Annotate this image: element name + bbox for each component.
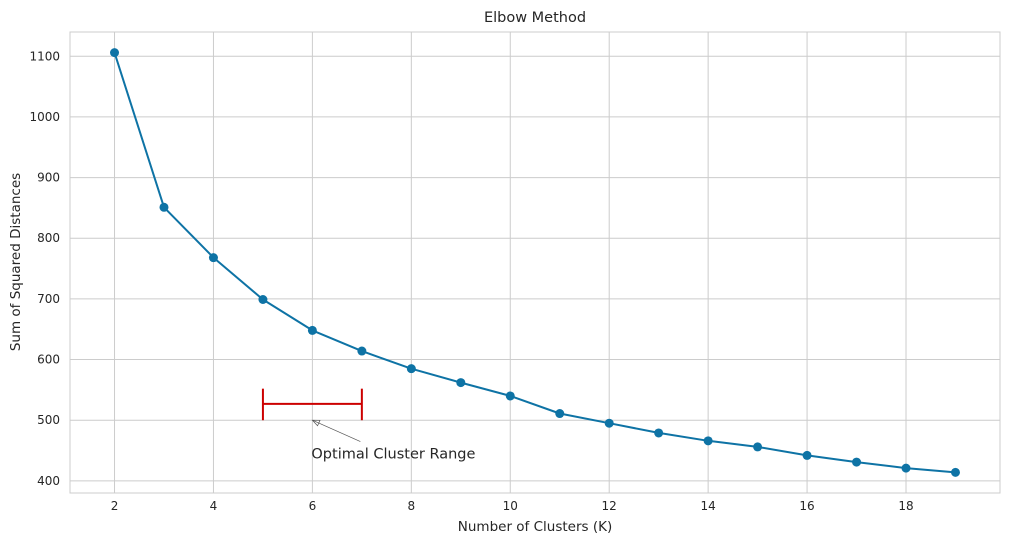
y-tick-label: 500 bbox=[37, 413, 60, 427]
data-point bbox=[208, 253, 218, 263]
x-tick-label: 4 bbox=[210, 499, 218, 513]
x-tick-label: 2 bbox=[111, 499, 119, 513]
data-point bbox=[604, 418, 614, 428]
y-tick-label: 600 bbox=[37, 353, 60, 367]
tick-labels: 2 4 6 8 10 12 14 16 18 400 500 600 700 800 900 1000 1100 bbox=[29, 49, 913, 513]
series-line bbox=[110, 48, 960, 477]
data-point bbox=[555, 409, 565, 419]
x-tick-label: 10 bbox=[503, 499, 518, 513]
data-point bbox=[852, 457, 862, 467]
data-point bbox=[159, 202, 169, 212]
y-tick-label: 900 bbox=[37, 171, 60, 185]
y-tick-label: 1100 bbox=[29, 49, 60, 63]
optimal-range-marker bbox=[261, 388, 363, 421]
x-tick-label: 14 bbox=[700, 499, 715, 513]
data-point bbox=[505, 391, 515, 401]
data-point bbox=[307, 325, 317, 335]
data-point bbox=[753, 442, 763, 452]
y-tick-label: 400 bbox=[37, 474, 60, 488]
y-tick-label: 700 bbox=[37, 292, 60, 306]
plot-area bbox=[70, 32, 1000, 493]
x-tick-label: 12 bbox=[602, 499, 617, 513]
data-point bbox=[110, 48, 120, 58]
series-line-path bbox=[113, 52, 956, 474]
y-axis-label: Sum of Squared Distances bbox=[8, 173, 24, 351]
y-tick-label: 1000 bbox=[29, 110, 60, 124]
x-tick-label: 16 bbox=[799, 499, 814, 513]
data-point bbox=[802, 450, 812, 460]
annotation-arrow-line bbox=[312, 419, 361, 442]
y-tick-label: 800 bbox=[37, 231, 60, 245]
data-point bbox=[703, 436, 713, 446]
data-point bbox=[258, 295, 268, 305]
data-point bbox=[654, 428, 664, 438]
data-point bbox=[406, 364, 416, 374]
data-point bbox=[357, 346, 367, 356]
x-tick-label: 18 bbox=[898, 499, 913, 513]
data-point bbox=[456, 378, 466, 388]
x-tick-label: 6 bbox=[309, 499, 317, 513]
grid bbox=[70, 32, 1000, 493]
x-axis-label: Number of Clusters (K) bbox=[458, 519, 612, 535]
chart-title: Elbow Method bbox=[484, 10, 586, 26]
data-point bbox=[950, 467, 960, 477]
x-tick-label: 8 bbox=[408, 499, 416, 513]
data-point bbox=[901, 463, 911, 473]
annotation: Optimal Cluster Range bbox=[311, 419, 475, 463]
plot-frame bbox=[69, 31, 1001, 494]
annotation-label: Optimal Cluster Range bbox=[311, 447, 475, 463]
annotation-arrow-head bbox=[311, 419, 321, 427]
